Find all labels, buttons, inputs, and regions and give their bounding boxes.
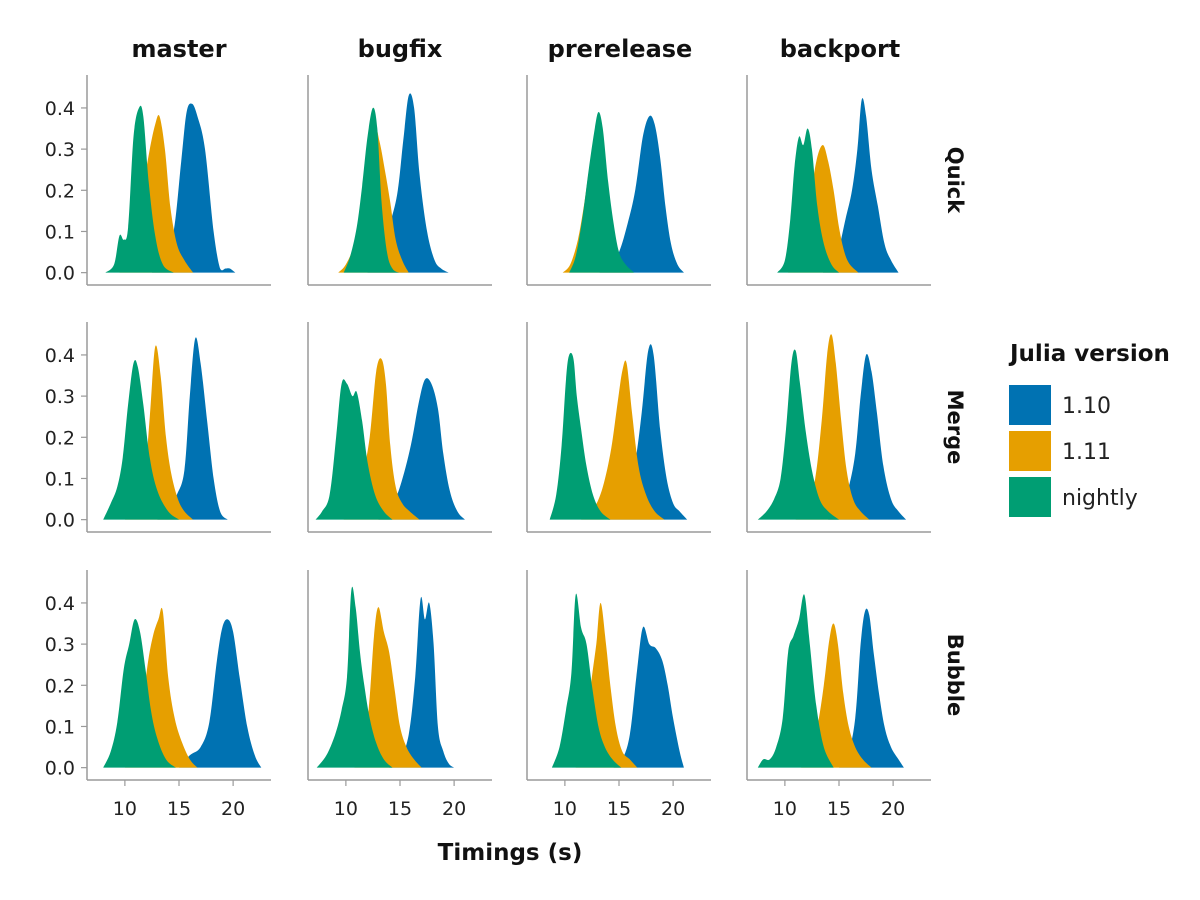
density-area-nightly bbox=[315, 379, 393, 520]
x-tick-label: 15 bbox=[388, 798, 412, 820]
density-area-1-10 bbox=[599, 115, 684, 273]
density-area-1-10 bbox=[839, 608, 904, 768]
density-area-nightly bbox=[757, 349, 839, 520]
legend-swatch-1-11 bbox=[1009, 431, 1051, 471]
column-title-prerelease: prerelease bbox=[548, 35, 693, 63]
legend-label-1-10: 1.10 bbox=[1062, 394, 1111, 419]
density-area-nightly bbox=[757, 594, 834, 768]
density-area-1-10 bbox=[822, 98, 899, 273]
x-tick-label: 15 bbox=[167, 798, 191, 820]
legend-label-nightly: nightly bbox=[1062, 486, 1138, 511]
x-tick-label: 20 bbox=[661, 798, 685, 820]
density-area-1-11 bbox=[795, 334, 870, 520]
density-area-1-10 bbox=[367, 93, 449, 273]
density-area-1-11 bbox=[124, 345, 194, 520]
density-area-nightly bbox=[103, 359, 179, 520]
column-title-backport: backport bbox=[780, 35, 901, 63]
panel-bubble-backport: 10 15 20 bbox=[746, 570, 931, 820]
panel-bubble-bugfix: 10 15 20 bbox=[307, 570, 492, 820]
y-tick-label: 0.2 bbox=[45, 180, 75, 202]
y-tick-label: 0.1 bbox=[45, 221, 75, 243]
y-tick-label: 0.0 bbox=[45, 510, 75, 532]
density-area-1-10 bbox=[389, 596, 455, 768]
y-tick-label: 0.4 bbox=[45, 345, 75, 367]
panel-quick-backport bbox=[746, 75, 931, 286]
row-titles: Quick Merge Bubble bbox=[943, 147, 967, 716]
density-area-nightly bbox=[105, 105, 174, 273]
y-tick-label: 0.3 bbox=[45, 634, 75, 656]
legend-label-1-11: 1.11 bbox=[1062, 440, 1111, 465]
density-area-1-10 bbox=[157, 337, 228, 520]
y-tick-label: 0.4 bbox=[45, 593, 75, 615]
density-area-1-10 bbox=[613, 626, 684, 768]
panels-layer: 0.00.10.20.30.40.00.10.20.30.40.00.10.20… bbox=[45, 75, 931, 820]
x-tick-label: 15 bbox=[607, 798, 631, 820]
panel-merge-prerelease bbox=[526, 322, 711, 533]
density-area-nightly bbox=[343, 107, 399, 273]
panel-quick-master: 0.0 0.1 0.2 0.3 0.4 bbox=[45, 75, 271, 286]
x-tick-label: 20 bbox=[881, 798, 905, 820]
x-tick-label: 20 bbox=[442, 798, 466, 820]
row-title-merge: Merge bbox=[943, 390, 967, 465]
x-axis-title: Timings (s) bbox=[438, 840, 583, 866]
density-area-nightly bbox=[569, 112, 635, 273]
y-tick-label: 0.2 bbox=[45, 675, 75, 697]
x-tick-label: 20 bbox=[221, 798, 245, 820]
x-tick-label: 10 bbox=[553, 798, 577, 820]
density-area-1-10 bbox=[378, 378, 465, 520]
x-tick-label: 10 bbox=[334, 798, 358, 820]
density-area-1-10 bbox=[151, 103, 236, 273]
panel-bubble-prerelease: 10 15 20 bbox=[526, 570, 711, 820]
legend: Julia version 1.10 1.11 nightly bbox=[1008, 341, 1170, 517]
density-area-nightly bbox=[551, 593, 622, 768]
row-title-bubble: Bubble bbox=[943, 634, 967, 716]
y-tick-label: 0.3 bbox=[45, 139, 75, 161]
column-title-bugfix: bugfix bbox=[358, 35, 443, 63]
y-tick-label: 0.3 bbox=[45, 386, 75, 408]
y-tick-label: 0.0 bbox=[45, 758, 75, 780]
y-tick-label: 0.4 bbox=[45, 98, 75, 120]
column-title-master: master bbox=[131, 35, 226, 63]
panel-quick-prerelease bbox=[526, 75, 711, 286]
legend-title: Julia version bbox=[1008, 341, 1170, 367]
density-area-nightly bbox=[316, 586, 393, 768]
y-tick-label: 0.2 bbox=[45, 427, 75, 449]
y-tick-label: 0.1 bbox=[45, 716, 75, 738]
panel-bubble-master: 0.0 0.1 0.2 0.3 0.4 10 15 20 bbox=[45, 570, 271, 820]
density-area-1-10 bbox=[608, 344, 688, 520]
x-tick-label: 10 bbox=[773, 798, 797, 820]
y-tick-label: 0.0 bbox=[45, 263, 75, 285]
panel-quick-bugfix bbox=[307, 75, 492, 286]
x-tick-label: 15 bbox=[827, 798, 851, 820]
density-area-nightly bbox=[549, 352, 611, 520]
density-area-nightly bbox=[103, 619, 176, 768]
panel-merge-master: 0.0 0.1 0.2 0.3 0.4 bbox=[45, 322, 271, 533]
legend-swatch-1-10 bbox=[1009, 385, 1051, 425]
density-area-1-11 bbox=[581, 360, 665, 520]
density-area-1-10 bbox=[179, 619, 262, 768]
row-title-quick: Quick bbox=[943, 147, 967, 214]
panel-merge-bugfix bbox=[307, 322, 492, 533]
density-area-nightly bbox=[777, 128, 839, 273]
y-tick-label: 0.1 bbox=[45, 468, 75, 490]
panel-merge-backport bbox=[746, 322, 931, 533]
density-area-1-10 bbox=[828, 354, 907, 520]
legend-swatch-nightly bbox=[1009, 477, 1051, 517]
column-titles: master bugfix prerelease backport bbox=[131, 35, 900, 63]
x-tick-label: 10 bbox=[113, 798, 137, 820]
